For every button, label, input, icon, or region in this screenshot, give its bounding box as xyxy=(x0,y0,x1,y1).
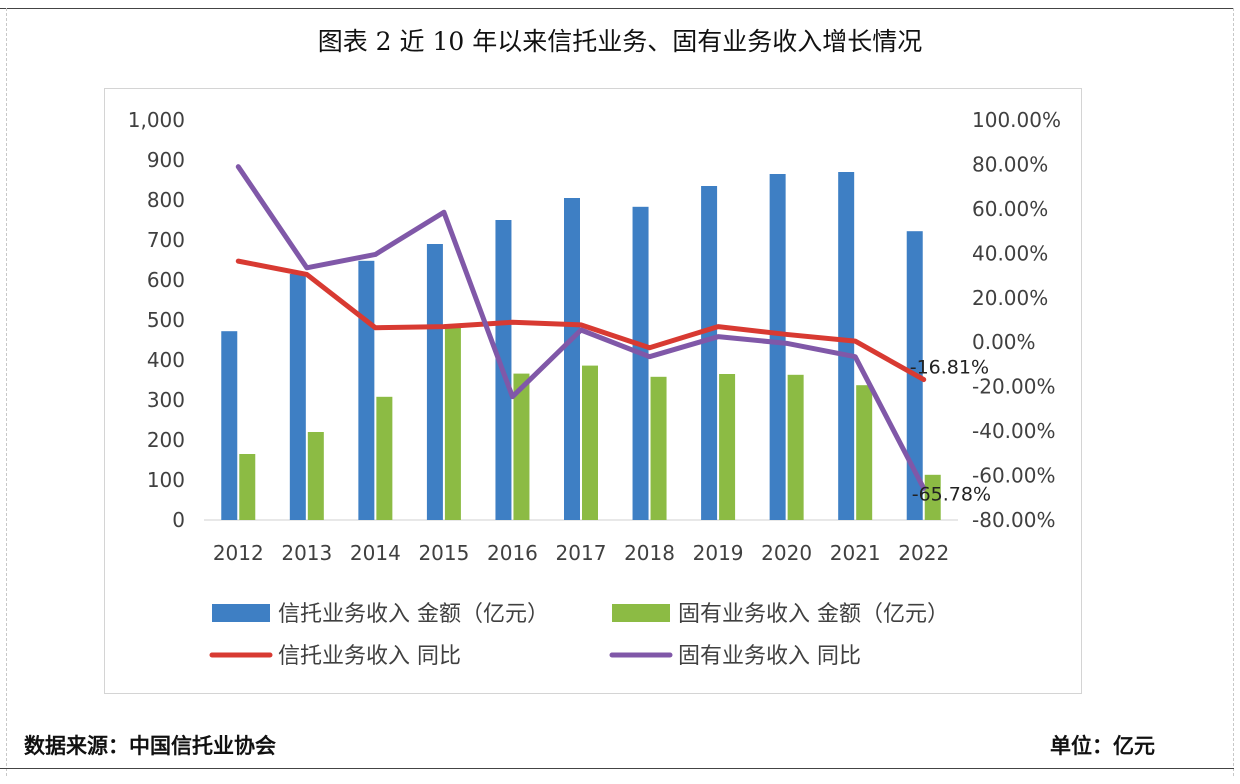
bar-trust-income xyxy=(701,186,718,520)
legend-bar-swatch xyxy=(612,604,670,622)
right-axis-tick-label: -80.00% xyxy=(972,508,1055,532)
right-axis-tick-label: -20.00% xyxy=(972,375,1055,399)
legend-label: 固有业务收入 同比 xyxy=(678,644,861,669)
x-axis-tick-label: 2014 xyxy=(350,541,401,565)
bar-trust-income xyxy=(838,172,855,520)
right-axis-tick-label: 80.00% xyxy=(972,152,1048,176)
right-axis-tick-label: 20.00% xyxy=(972,286,1048,310)
x-axis-tick-label: 2022 xyxy=(898,541,949,565)
data-label-trust-2022: -16.81% xyxy=(910,357,989,379)
bar-own-income xyxy=(856,385,873,520)
frame-top-rule xyxy=(0,8,1234,9)
legend-label: 信托业务收入 金额（亿元） xyxy=(278,602,549,627)
x-axis-tick-label: 2015 xyxy=(418,541,469,565)
bar-own-income xyxy=(444,327,461,520)
left-axis-tick-label: 500 xyxy=(147,308,185,332)
bar-own-income xyxy=(719,374,736,520)
right-axis-tick-label: 100.00% xyxy=(972,108,1061,132)
left-axis-tick-label: 200 xyxy=(147,428,185,452)
left-axis-tick-label: 600 xyxy=(147,268,185,292)
right-axis-tick-label: -60.00% xyxy=(972,464,1055,488)
left-axis-tick-label: 900 xyxy=(147,148,185,172)
unit-note: 单位：亿元 xyxy=(1050,734,1155,758)
frame-bottom-rule xyxy=(0,768,1234,769)
left-axis-tick-label: 0 xyxy=(172,508,185,532)
left-axis-tick-label: 300 xyxy=(147,388,185,412)
bar-trust-income xyxy=(358,260,375,520)
bar-trust-income xyxy=(289,274,306,520)
x-axis-tick-label: 2017 xyxy=(556,541,607,565)
x-axis-tick-label: 2021 xyxy=(830,541,881,565)
bar-own-income xyxy=(582,365,598,520)
right-axis-tick-label: 60.00% xyxy=(972,197,1048,221)
data-label-own-2022: -65.78% xyxy=(912,483,991,505)
legend-label: 固有业务收入 金额（亿元） xyxy=(678,602,949,627)
right-axis-tick-label: 0.00% xyxy=(972,330,1036,354)
frame-left-border xyxy=(6,8,7,776)
figure-title: 图表 2 近 10 年以来信托业务、固有业务收入增长情况 xyxy=(317,27,923,56)
frame-right-border xyxy=(1233,8,1234,776)
line-trust-income-yoy xyxy=(235,258,927,383)
bar-trust-income xyxy=(632,206,649,521)
bar-trust-income xyxy=(426,244,443,520)
bar-own-income xyxy=(376,396,393,520)
right-axis-tick-label: 40.00% xyxy=(972,241,1048,265)
bar-own-income xyxy=(239,454,256,520)
bar-trust-income xyxy=(221,331,238,520)
bar-trust-income xyxy=(769,174,786,520)
x-axis-tick-label: 2019 xyxy=(693,541,744,565)
left-axis-tick-label: 100 xyxy=(147,468,185,492)
left-axis-tick-label: 1,000 xyxy=(128,108,185,132)
bar-own-income xyxy=(787,374,804,520)
bar-trust-income xyxy=(564,198,580,520)
x-axis-tick-label: 2020 xyxy=(761,541,812,565)
bar-own-income xyxy=(513,373,530,520)
left-axis-tick-label: 800 xyxy=(147,188,185,212)
left-axis-tick-label: 700 xyxy=(147,228,185,252)
bar-own-income xyxy=(650,376,667,520)
x-axis-tick-label: 2012 xyxy=(213,541,264,565)
x-axis-tick-label: 2013 xyxy=(281,541,332,565)
line-own-income-yoy xyxy=(235,164,927,491)
data-source-note: 数据来源：中国信托业协会 xyxy=(24,734,276,758)
legend-bar-swatch xyxy=(212,604,270,622)
legend-label: 信托业务收入 同比 xyxy=(278,644,461,669)
chart-container xyxy=(104,88,1082,694)
x-axis-tick-label: 2018 xyxy=(624,541,675,565)
left-axis-tick-label: 400 xyxy=(147,348,185,372)
x-axis-tick-label: 2016 xyxy=(487,541,538,565)
right-axis-tick-label: -40.00% xyxy=(972,419,1055,443)
bar-own-income xyxy=(924,474,941,520)
bar-own-income xyxy=(307,432,324,520)
